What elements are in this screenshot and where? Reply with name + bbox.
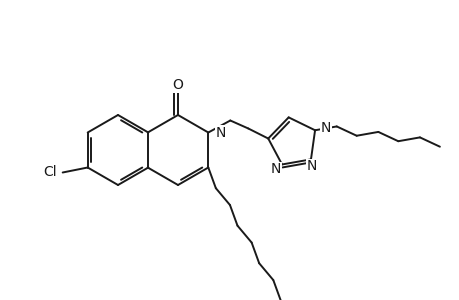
Text: N: N xyxy=(320,121,331,135)
Text: N: N xyxy=(215,125,225,140)
Text: Cl: Cl xyxy=(43,166,56,179)
Text: N: N xyxy=(270,163,280,176)
Text: N: N xyxy=(306,159,317,173)
Text: O: O xyxy=(172,78,183,92)
